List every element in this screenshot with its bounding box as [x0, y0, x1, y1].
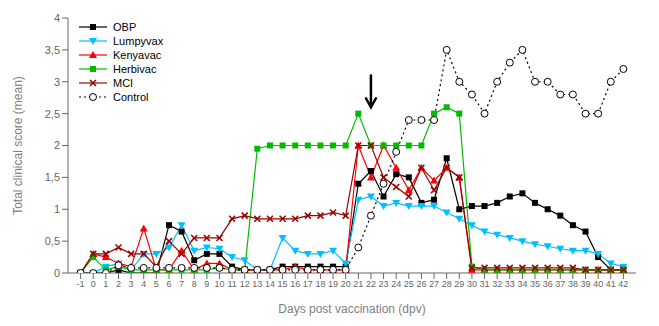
svg-text:27: 27: [429, 279, 439, 289]
svg-text:1: 1: [103, 279, 108, 289]
svg-text:Days post vaccination (dpv): Days post vaccination (dpv): [278, 302, 425, 316]
svg-text:17: 17: [303, 279, 313, 289]
svg-text:8: 8: [192, 279, 197, 289]
svg-text:2,5: 2,5: [45, 108, 60, 120]
svg-text:21: 21: [353, 279, 363, 289]
svg-text:10: 10: [214, 279, 224, 289]
svg-text:4: 4: [141, 279, 146, 289]
svg-text:5: 5: [154, 279, 159, 289]
svg-text:24: 24: [391, 279, 401, 289]
svg-text:3: 3: [54, 76, 60, 88]
svg-text:11: 11: [227, 279, 236, 289]
svg-text:39: 39: [581, 279, 591, 289]
svg-text:14: 14: [265, 279, 275, 289]
svg-text:7: 7: [179, 279, 184, 289]
svg-text:9: 9: [204, 279, 209, 289]
svg-text:38: 38: [568, 279, 578, 289]
svg-text:0: 0: [54, 267, 60, 279]
svg-text:0: 0: [91, 279, 96, 289]
html-text:MCI: MCI: [113, 77, 134, 89]
svg-text:37: 37: [555, 279, 565, 289]
html-text:Control: Control: [113, 91, 149, 103]
svg-text:15: 15: [278, 279, 288, 289]
svg-text:16: 16: [290, 279, 300, 289]
svg-text:2: 2: [54, 139, 60, 151]
svg-text:34: 34: [517, 279, 527, 289]
svg-text:-1: -1: [77, 279, 85, 289]
svg-text:32: 32: [492, 279, 502, 289]
svg-text:40: 40: [593, 279, 603, 289]
svg-text:19: 19: [328, 279, 338, 289]
svg-text:41: 41: [606, 279, 616, 289]
svg-text:3: 3: [129, 279, 134, 289]
svg-text:26: 26: [416, 279, 426, 289]
html-text:Herbivac: Herbivac: [113, 63, 157, 75]
html-text:Lumpyvax: Lumpyvax: [113, 35, 164, 47]
svg-text:22: 22: [366, 279, 376, 289]
svg-text:25: 25: [404, 279, 414, 289]
svg-text:23: 23: [379, 279, 389, 289]
svg-text:35: 35: [530, 279, 540, 289]
svg-text:42: 42: [618, 279, 628, 289]
svg-text:30: 30: [467, 279, 477, 289]
svg-text:2: 2: [116, 279, 121, 289]
html-text:Kenyavac: Kenyavac: [113, 49, 162, 61]
svg-text:12: 12: [240, 279, 250, 289]
html-text:OBP: OBP: [113, 21, 137, 33]
svg-text:6: 6: [166, 279, 171, 289]
svg-text:1: 1: [54, 203, 60, 215]
svg-text:20: 20: [341, 279, 351, 289]
svg-text:0,5: 0,5: [45, 235, 60, 247]
svg-text:13: 13: [252, 279, 262, 289]
svg-text:33: 33: [505, 279, 515, 289]
svg-text:36: 36: [543, 279, 553, 289]
svg-text:3,5: 3,5: [45, 44, 60, 56]
svg-text:1,5: 1,5: [45, 171, 60, 183]
svg-text:31: 31: [480, 279, 490, 289]
svg-text:29: 29: [454, 279, 464, 289]
svg-text:18: 18: [315, 279, 325, 289]
svg-text:28: 28: [442, 279, 452, 289]
svg-text:Total clinical score (mean): Total clinical score (mean): [11, 76, 25, 215]
svg-text:4: 4: [54, 12, 60, 24]
